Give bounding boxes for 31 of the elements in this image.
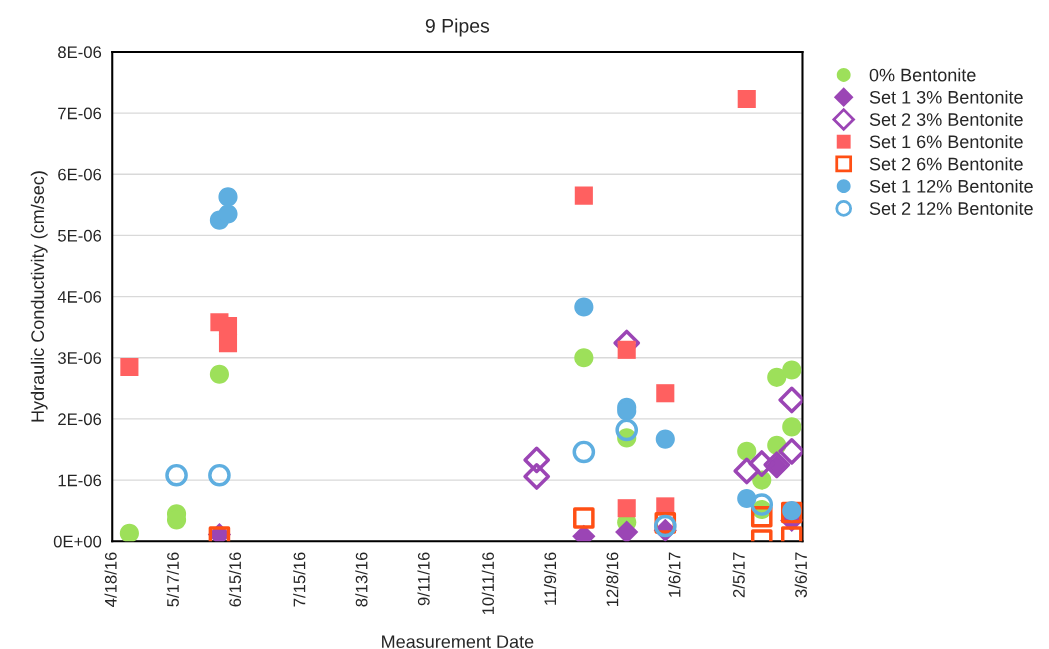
x-tick-label: 7/15/16 — [293, 552, 306, 607]
y-tick-label: 7E-06 — [58, 107, 102, 120]
legend-label: Set 1 6% Bentonite — [869, 134, 1023, 149]
legend-label: Set 2 6% Bentonite — [869, 157, 1023, 171]
y-tick-label: 6E-06 — [58, 168, 102, 181]
x-tick-label: 2/5/17 — [732, 552, 745, 598]
legend-label: Set 2 12% Bentonite — [869, 201, 1033, 215]
x-tick-label: 4/18/16 — [104, 552, 117, 607]
chart-title: 9 Pipes — [425, 18, 490, 37]
y-tick-label: 1E-06 — [58, 474, 102, 487]
y-tick-label: 8E-06 — [58, 46, 102, 59]
x-tick-label: 1/6/17 — [668, 552, 681, 597]
y-tick-label: 4E-06 — [57, 290, 102, 303]
x-tick-label: 8/13/16 — [355, 552, 368, 607]
legend-label: Set 2 3% Bentonite — [869, 112, 1023, 126]
legend-label: Set 1 3% Bentonite — [869, 90, 1023, 104]
x-tick-label: 10/11/16 — [481, 552, 494, 615]
y-tick-label: 3E-06 — [57, 352, 102, 364]
legend-label: 0% Bentonite — [869, 68, 976, 82]
legend-label: Set 1 12% Bentonite — [869, 179, 1033, 193]
x-axis-title: Measurement Date — [382, 635, 534, 649]
y-tick-label: 5E-06 — [58, 229, 102, 242]
y-tick-label: 0E+00 — [53, 535, 102, 548]
x-tick-label: 6/15/16 — [228, 552, 242, 607]
x-tick-label: 11/9/16 — [543, 552, 557, 605]
x-tick-label: 9/11/16 — [417, 552, 430, 606]
x-tick-label: 12/8/16 — [606, 552, 619, 607]
y-axis-title: Hydraulic Conductivity (cm/sec) — [30, 171, 48, 422]
y-tick-label: 2E-06 — [58, 413, 102, 426]
x-tick-label: 5/17/16 — [166, 552, 179, 607]
x-tick-label: 3/6/17 — [794, 552, 807, 598]
